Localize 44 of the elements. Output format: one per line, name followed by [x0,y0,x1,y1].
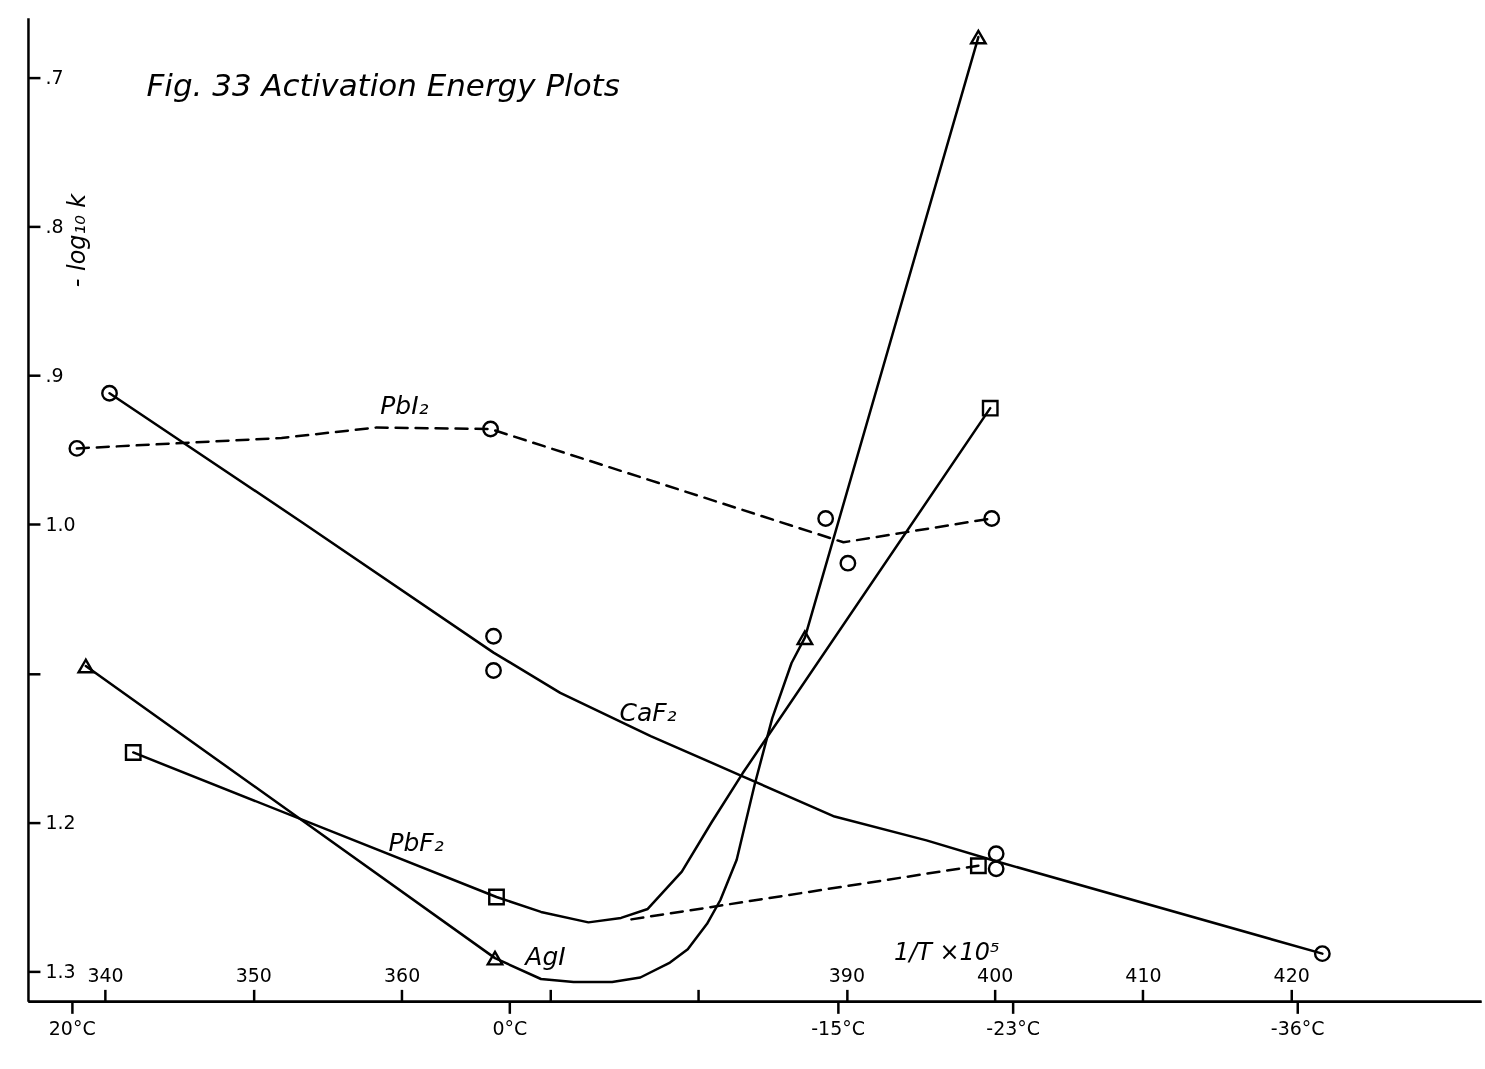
point [68,439,86,457]
series-label: CaF₂ [619,697,677,727]
x2-tick-label: -23°C [986,1016,1041,1039]
point [482,420,499,438]
point [1313,945,1331,963]
series-label: PbI₂ [380,390,429,420]
point [983,510,1001,527]
x-tick-label: 340 [87,963,124,986]
point [987,845,1005,863]
series-label: AgI [523,942,566,972]
y-tick-label: .8 [45,214,64,237]
x2-tick-label: 20°C [48,1016,96,1039]
point [77,658,95,674]
point [488,888,505,906]
y-axis-title: - log₁₀ k [62,192,91,288]
point [796,630,814,646]
x-tick-label: 400 [977,963,1014,986]
point [101,384,118,402]
point [987,860,1005,878]
x-tick-label: 360 [383,963,421,986]
point [981,399,999,417]
y-tick-label: 1.2 [45,810,76,833]
point [485,627,502,645]
point [969,857,987,875]
x2-tick-label: -15°C [811,1016,865,1039]
x-tick-label: 420 [1273,963,1310,986]
x2-tick-label: -36°C [1270,1016,1325,1039]
y-tick-label: 1.0 [45,512,76,535]
x-tick-label: 350 [235,963,272,986]
point [486,950,504,966]
x-tick-label: 390 [828,963,866,986]
y-tick-label: .7 [45,65,64,88]
y-tick-label: 1.3 [45,960,76,983]
x-axis-title: 1/T ×10⁵ [893,937,1000,966]
point [124,744,142,761]
series-label: PbF₂ [388,828,444,858]
x-tick-label: 410 [1125,963,1162,986]
text: Fig. 33 Activation Energy Plots [146,66,620,103]
point [839,554,857,572]
point [485,662,502,679]
point [969,29,987,45]
x2-tick-label: 0°C [492,1016,528,1039]
y-tick-label: .9 [45,363,64,386]
point [817,510,835,527]
